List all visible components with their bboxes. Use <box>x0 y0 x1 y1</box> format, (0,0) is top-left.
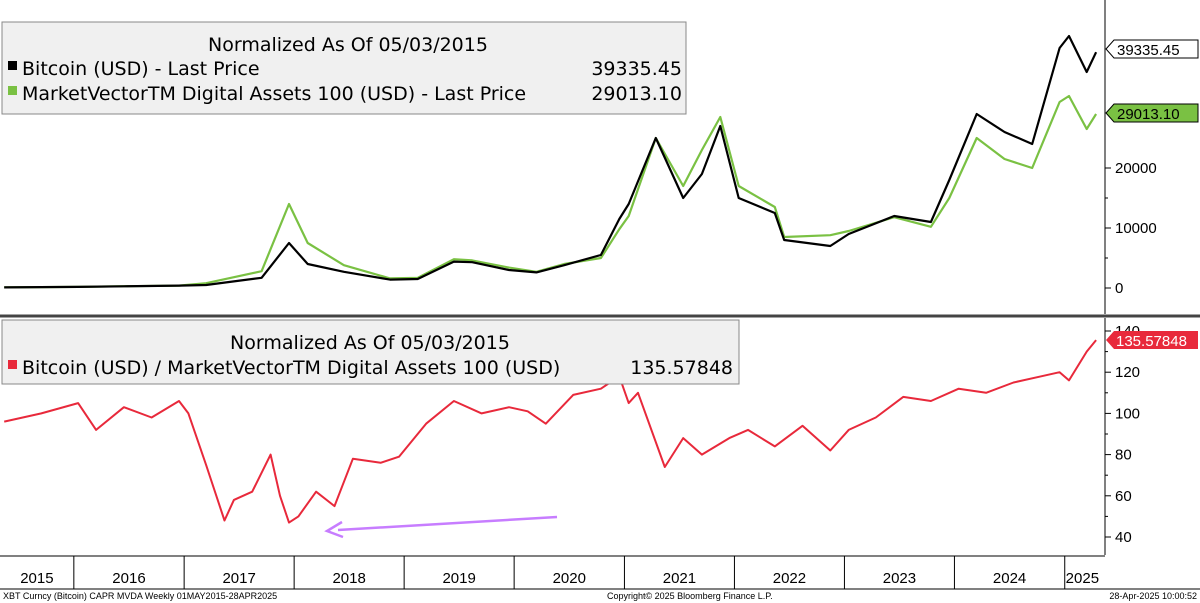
x-tick-label: 2020 <box>553 570 586 587</box>
arrow-annotation <box>324 515 558 539</box>
top-legend-box <box>1 21 687 115</box>
legend-label-mvda: MarketVectorTM Digital Assets 100 (USD) … <box>22 83 526 105</box>
top-y-ticks: 0 10000 20000 <box>1105 160 1157 297</box>
top-y-tick-label: 10000 <box>1115 220 1157 237</box>
tag-ratio-shape <box>1106 331 1198 349</box>
tag-ratio-value: 135.57848 <box>1116 333 1187 350</box>
legend-swatch-mvda <box>8 86 17 95</box>
bottom-legend-title: Normalized As Of 05/03/2015 <box>230 332 510 354</box>
legend-swatch-ratio <box>8 360 17 369</box>
x-tick-label: 2017 <box>222 570 255 587</box>
series-line-mvda <box>4 94 1098 289</box>
tag-bitcoin-shape <box>1105 39 1199 59</box>
x-tick-label: 2016 <box>112 570 145 587</box>
legend-label-ratio: Bitcoin (USD) / MarketVectorTM Digital A… <box>22 357 560 379</box>
last-value-tag-mvda: 29013.10 <box>1105 103 1199 123</box>
bottom-y-tick-label: 120 <box>1115 364 1140 381</box>
x-axis-year-labels: 2015 2016 2017 2018 2019 2020 2021 2022 2023 2024… <box>20 556 1099 589</box>
bottom-y-tick-label: 80 <box>1115 447 1132 464</box>
legend-swatch-bitcoin <box>8 61 17 70</box>
legend-value-bitcoin: 39335.45 <box>591 58 682 80</box>
bottom-y-tick-label: 60 <box>1115 488 1132 505</box>
x-tick-label: 2021 <box>663 570 696 587</box>
x-tick-label: 2019 <box>442 570 475 587</box>
footer-left: XBT Curncy (Bitcoin) CAPR MVDA Weekly 01… <box>3 591 277 601</box>
bottom-y-tick-label: 100 <box>1115 405 1140 422</box>
x-tick-label: 2022 <box>773 570 806 587</box>
last-value-tag-ratio: 135.57848 <box>1106 331 1198 350</box>
footer-center: Copyright© 2025 Bloomberg Finance L.P. <box>607 591 773 601</box>
legend-value-mvda: 29013.10 <box>591 83 682 105</box>
bottom-y-tick-label: 40 <box>1115 529 1132 546</box>
top-y-tick-label: 0 <box>1115 280 1123 297</box>
x-tick-label: 2025 <box>1066 570 1099 587</box>
last-value-tag-bitcoin: 39335.45 <box>1105 39 1199 59</box>
footer-right: 28-Apr-2025 10:00:52 <box>1109 591 1197 601</box>
tag-bitcoin-value: 39335.45 <box>1117 42 1180 59</box>
x-tick-label: 2018 <box>332 570 365 587</box>
series-line-bitcoin <box>4 34 1098 289</box>
top-y-tick-label: 20000 <box>1115 160 1157 177</box>
legend-label-bitcoin: Bitcoin (USD) - Last Price <box>22 58 260 80</box>
tag-mvda-value: 29013.10 <box>1117 106 1180 123</box>
tag-mvda-shape <box>1105 103 1199 123</box>
legend-value-ratio: 135.57848 <box>630 357 733 379</box>
series-line-ratio <box>3 339 1097 524</box>
top-legend-title: Normalized As Of 05/03/2015 <box>208 34 488 56</box>
x-tick-label: 2024 <box>993 570 1026 587</box>
bottom-legend: Normalized As Of 05/03/2015 Bitcoin (USD… <box>1 319 740 385</box>
bottom-legend-box <box>1 319 740 385</box>
x-tick-label: 2015 <box>20 570 53 587</box>
top-legend: Normalized As Of 05/03/2015 Bitcoin (USD… <box>1 21 687 115</box>
arrow-head <box>324 520 344 539</box>
x-tick-label: 2023 <box>883 570 916 587</box>
arrow-shaft <box>337 515 558 532</box>
bottom-y-ticks: 406080100120140 <box>1105 323 1140 546</box>
